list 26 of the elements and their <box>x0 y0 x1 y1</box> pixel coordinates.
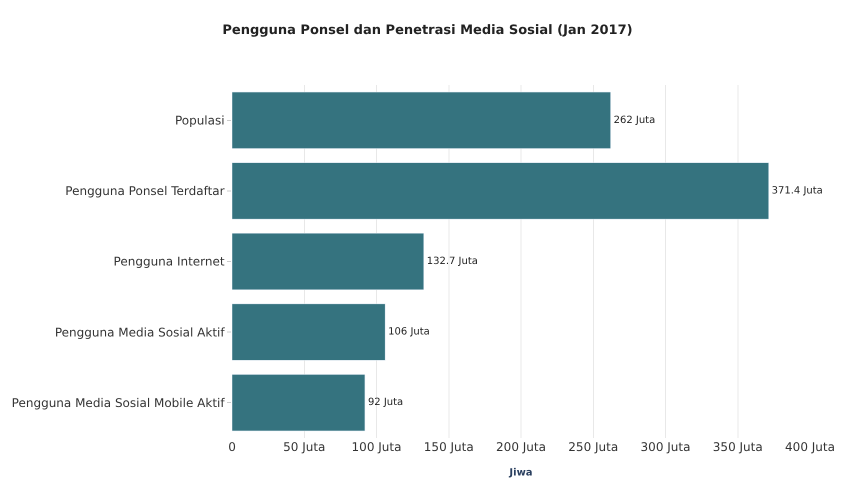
y-tick-label: Populasi <box>174 114 225 128</box>
x-tick-label: 100 Juta <box>352 440 402 454</box>
data-label: 106 Juta <box>388 326 430 338</box>
bar <box>232 162 769 220</box>
y-tick-label: Pengguna Ponsel Terdaftar <box>65 184 225 198</box>
x-tick-label: 250 Juta <box>568 440 618 454</box>
bar <box>232 92 611 149</box>
data-label: 262 Juta <box>614 114 656 126</box>
x-tick-label: 300 Juta <box>640 440 690 454</box>
chart-title: Pengguna Ponsel dan Penetrasi Media Sosial (Jan 2017) <box>222 22 633 38</box>
data-label: 371.4 Juta <box>772 185 823 196</box>
y-tick-label: Pengguna Internet <box>114 254 225 269</box>
data-label: 132.7 Juta <box>426 256 478 267</box>
bar <box>232 304 386 361</box>
x-tick-label: 200 Juta <box>496 440 546 454</box>
bar <box>232 233 424 290</box>
x-axis-title: Jiwa <box>508 468 533 478</box>
y-tick-label: Pengguna Media Sosial Mobile Aktif <box>12 396 226 410</box>
x-tick-label: 150 Juta <box>424 440 474 454</box>
y-tick-label: Pengguna Media Sosial Aktif <box>54 325 226 340</box>
x-tick-label: 50 Juta <box>283 440 326 454</box>
data-label: 92 Juta <box>368 397 404 408</box>
bar <box>232 374 366 432</box>
x-tick-label: 400 Juta <box>785 440 835 454</box>
x-tick-label: 0 <box>228 440 236 454</box>
x-tick-label: 350 Juta <box>712 440 763 454</box>
